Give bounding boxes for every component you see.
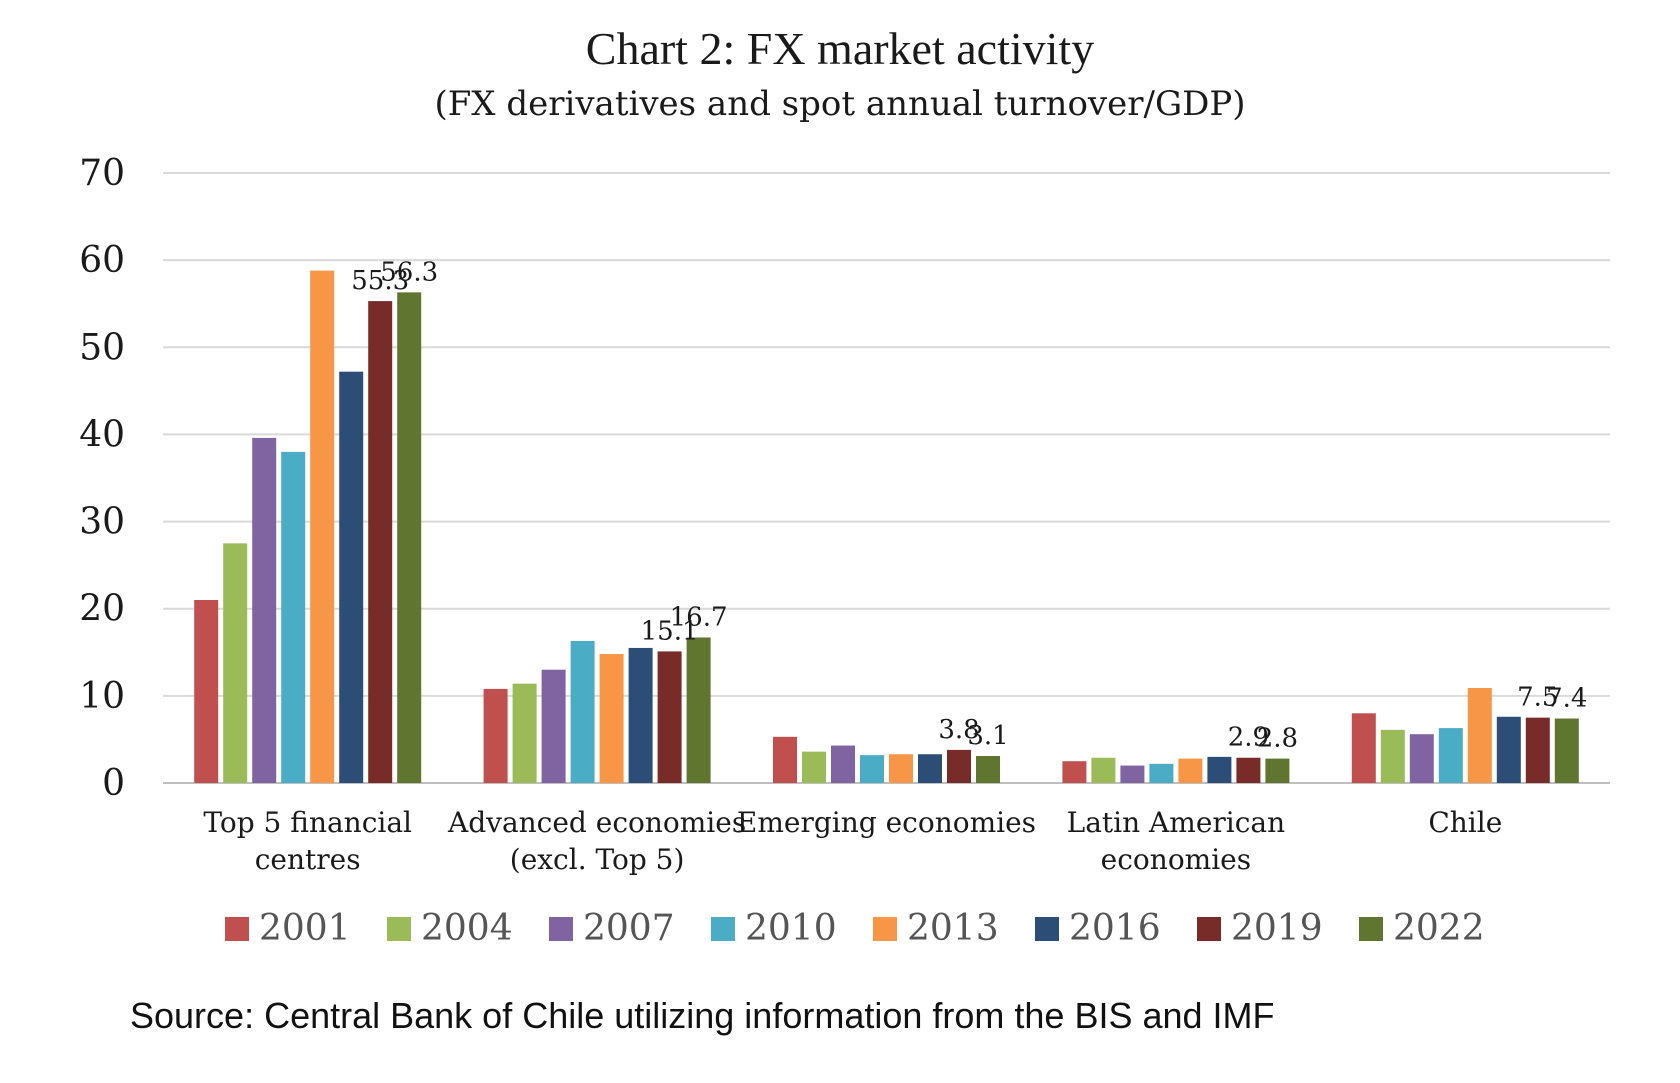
- legend-label-2007: 2007: [583, 908, 675, 949]
- data-label: 55.3: [351, 266, 409, 296]
- bar-2001-1: [483, 688, 508, 783]
- y-tick-label: 10: [79, 676, 125, 717]
- bar-2001-2: [773, 736, 797, 783]
- legend-label-2004: 2004: [421, 908, 513, 949]
- bar-2016-3: [1207, 756, 1232, 783]
- bar-2016-2: [918, 754, 942, 783]
- legend-swatch-2016: [1035, 917, 1059, 941]
- x-category-label: Advanced economies: [447, 806, 746, 839]
- bar-2013-2: [889, 754, 913, 783]
- legend-swatch-2010: [711, 917, 735, 941]
- bar-2016-0: [339, 371, 364, 783]
- bar-2022-4: [1554, 718, 1579, 783]
- bar-2004-3: [1091, 757, 1116, 783]
- y-tick-label: 60: [79, 240, 125, 281]
- y-tick-label: 30: [79, 502, 125, 543]
- bar-2022-3: [1265, 758, 1290, 783]
- bar-2010-1: [570, 640, 595, 783]
- data-label: 3.8: [938, 715, 979, 745]
- bar-2019-3: [1236, 757, 1261, 783]
- bar-2010-0: [281, 451, 306, 783]
- y-tick-label: 0: [102, 763, 125, 804]
- bar-2016-4: [1496, 716, 1521, 783]
- legend-swatch-2004: [387, 917, 411, 941]
- bar-2007-1: [541, 669, 566, 783]
- legend-label-2016: 2016: [1069, 908, 1161, 949]
- data-label: 3.1: [967, 721, 1008, 751]
- bar-2010-3: [1149, 763, 1174, 783]
- data-label: 2.9: [1228, 723, 1269, 753]
- bar-2013-3: [1178, 758, 1203, 783]
- bar-2019-2: [947, 749, 971, 783]
- legend-label-2010: 2010: [745, 908, 837, 949]
- bar-2001-0: [194, 600, 219, 783]
- legend-label-2013: 2013: [907, 908, 999, 949]
- legend-swatch-2007: [549, 917, 573, 941]
- legend-label-2022: 2022: [1393, 908, 1485, 949]
- x-category-label: (excl. Top 5): [510, 843, 685, 876]
- bar-2004-4: [1380, 729, 1405, 783]
- chart-source: Source: Central Bank of Chile utilizing …: [130, 995, 1275, 1036]
- bar-2007-0: [252, 437, 277, 783]
- y-tick-label: 40: [79, 414, 125, 455]
- bar-2022-2: [976, 755, 1000, 783]
- data-label: 15.1: [641, 616, 699, 646]
- data-label: 7.4: [1546, 684, 1587, 714]
- legend-label-2019: 2019: [1231, 908, 1323, 949]
- bar-2010-4: [1438, 728, 1463, 783]
- legend-swatch-2013: [873, 917, 897, 941]
- bar-2007-2: [831, 745, 855, 783]
- legend-swatch-2022: [1359, 917, 1383, 941]
- x-category-label: Latin American: [1067, 806, 1286, 839]
- chart-title: Chart 2: FX market activity: [585, 23, 1095, 74]
- bar-2022-1: [686, 637, 711, 783]
- bar-2004-0: [223, 543, 248, 783]
- x-category-label: economies: [1101, 843, 1251, 876]
- data-label: 16.7: [670, 602, 728, 632]
- x-category-label: Top 5 financial: [203, 806, 412, 839]
- y-tick-label: 50: [79, 327, 125, 368]
- bar-2016-1: [628, 647, 653, 783]
- y-tick-label: 70: [79, 153, 125, 194]
- bar-2019-4: [1525, 717, 1550, 783]
- bar-2001-4: [1351, 713, 1376, 783]
- bar-2019-1: [657, 651, 682, 783]
- legend-swatch-2019: [1197, 917, 1221, 941]
- data-label: 56.3: [380, 257, 438, 287]
- bar-2007-3: [1120, 765, 1145, 783]
- bar-2013-4: [1467, 688, 1492, 783]
- chart-subtitle: (FX derivatives and spot annual turnover…: [434, 84, 1246, 124]
- data-label: 7.5: [1517, 683, 1558, 713]
- x-category-label: Emerging economies: [737, 806, 1036, 839]
- bar-2010-2: [860, 755, 884, 783]
- legend-swatch-2001: [225, 917, 249, 941]
- bar-2007-4: [1409, 734, 1434, 783]
- bar-2022-0: [397, 292, 422, 783]
- y-tick-label: 20: [79, 589, 125, 630]
- data-label: 2.8: [1257, 724, 1298, 754]
- bar-2013-1: [599, 654, 624, 783]
- bar-2019-0: [368, 301, 393, 783]
- legend-label-2001: 2001: [259, 908, 351, 949]
- x-category-label: Chile: [1428, 806, 1502, 839]
- bar-2013-0: [310, 270, 335, 784]
- bar-2004-2: [802, 751, 826, 783]
- x-category-label: centres: [255, 843, 361, 876]
- bar-2004-1: [512, 683, 537, 783]
- bar-2001-3: [1062, 761, 1087, 783]
